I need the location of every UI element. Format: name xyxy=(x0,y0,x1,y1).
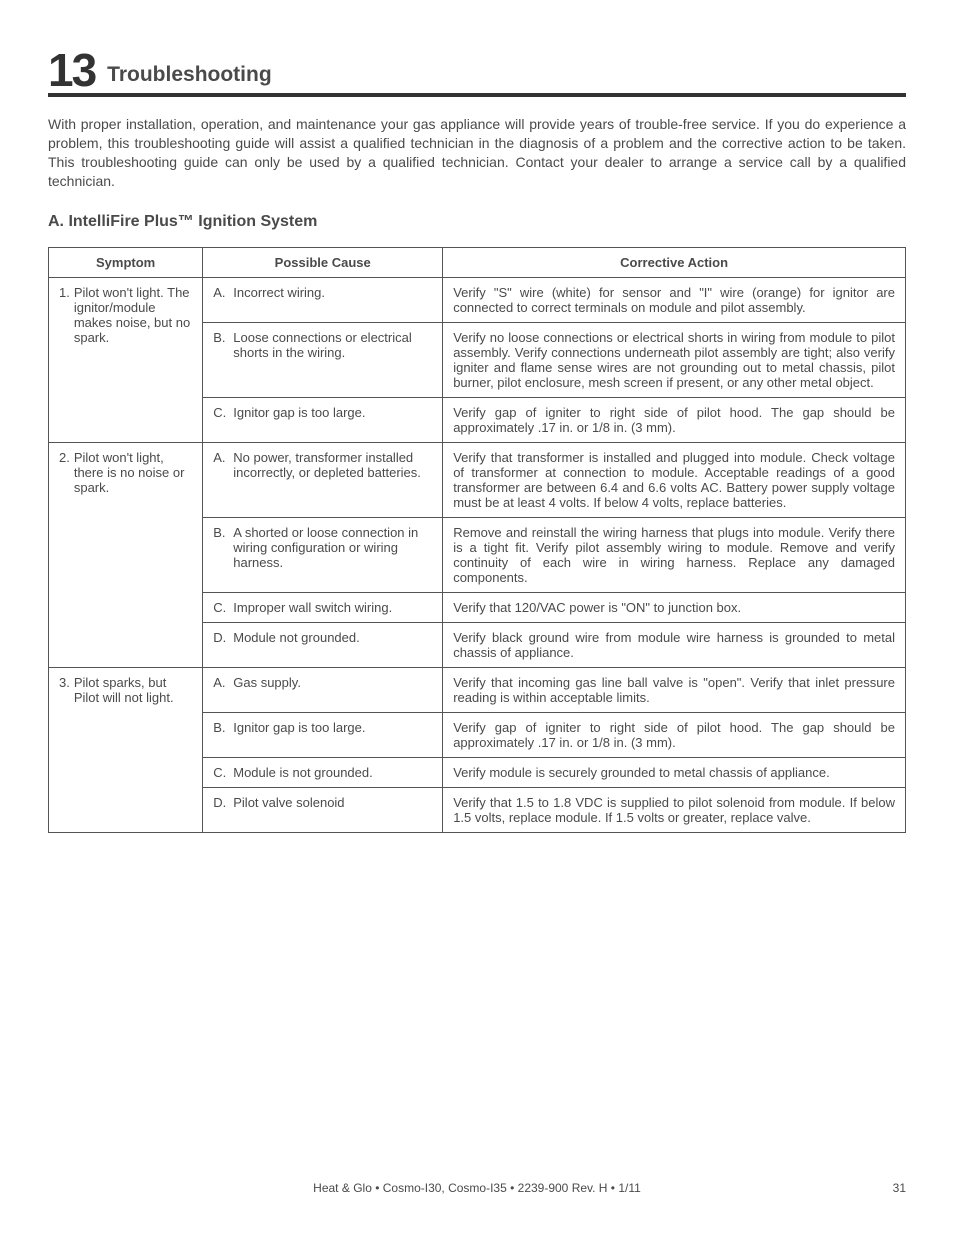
footer-page-number: 31 xyxy=(893,1181,906,1195)
cause-cell: C.Ignitor gap is too large. xyxy=(203,397,443,442)
action-cell: Verify that transformer is installed and… xyxy=(443,442,906,517)
intro-paragraph: With proper installation, operation, and… xyxy=(48,115,906,191)
header-cause: Possible Cause xyxy=(203,247,443,277)
symptom-number: 3. xyxy=(59,675,70,705)
cause-letter: C. xyxy=(213,600,233,615)
cause-text: Module is not grounded. xyxy=(233,765,432,780)
cause-text: Ignitor gap is too large. xyxy=(233,405,432,420)
cause-letter: D. xyxy=(213,795,233,810)
cause-text: Gas supply. xyxy=(233,675,432,690)
section-title: Troubleshooting xyxy=(107,63,271,91)
cause-cell: C.Improper wall switch wiring. xyxy=(203,592,443,622)
cause-cell: D.Module not grounded. xyxy=(203,622,443,667)
cause-letter: D. xyxy=(213,630,233,645)
cause-text: Loose connections or electrical shorts i… xyxy=(233,330,432,360)
cause-text: Pilot valve solenoid xyxy=(233,795,432,810)
cause-cell: C.Module is not grounded. xyxy=(203,757,443,787)
symptom-text: Pilot sparks, but Pilot will not light. xyxy=(74,675,192,705)
action-cell: Verify gap of igniter to right side of p… xyxy=(443,712,906,757)
cause-letter: A. xyxy=(213,450,233,480)
action-cell: Remove and reinstall the wiring harness … xyxy=(443,517,906,592)
cause-text: Ignitor gap is too large. xyxy=(233,720,432,735)
table-row: 1.Pilot won't light. The ignitor/module … xyxy=(49,277,906,322)
cause-letter: A. xyxy=(213,675,233,690)
symptom-number: 1. xyxy=(59,285,70,345)
action-cell: Verify no loose connections or electrica… xyxy=(443,322,906,397)
cause-text: Improper wall switch wiring. xyxy=(233,600,432,615)
action-cell: Verify that incoming gas line ball valve… xyxy=(443,667,906,712)
troubleshooting-table: Symptom Possible Cause Corrective Action… xyxy=(48,247,906,833)
action-cell: Verify that 120/VAC power is "ON" to jun… xyxy=(443,592,906,622)
cause-text: A shorted or loose connection in wiring … xyxy=(233,525,432,570)
cause-cell: D.Pilot valve solenoid xyxy=(203,787,443,832)
action-cell: Verify gap of igniter to right side of p… xyxy=(443,397,906,442)
symptom-text: Pilot won't light, there is no noise or … xyxy=(74,450,192,495)
header-symptom: Symptom xyxy=(49,247,203,277)
cause-cell: A.Gas supply. xyxy=(203,667,443,712)
table-row: 2.Pilot won't light, there is no noise o… xyxy=(49,442,906,517)
page-footer: Heat & Glo • Cosmo-I30, Cosmo-I35 • 2239… xyxy=(48,1181,906,1195)
cause-cell: B.Loose connections or electrical shorts… xyxy=(203,322,443,397)
symptom-text: Pilot won't light. The ignitor/module ma… xyxy=(74,285,192,345)
cause-letter: A. xyxy=(213,285,233,300)
footer-center: Heat & Glo • Cosmo-I30, Cosmo-I35 • 2239… xyxy=(48,1181,906,1195)
action-cell: Verify module is securely grounded to me… xyxy=(443,757,906,787)
cause-letter: C. xyxy=(213,405,233,420)
subsection-title: A. IntelliFire Plus™ Ignition System xyxy=(48,213,906,231)
symptom-cell: 2.Pilot won't light, there is no noise o… xyxy=(49,442,203,667)
action-cell: Verify that 1.5 to 1.8 VDC is supplied t… xyxy=(443,787,906,832)
cause-text: No power, transformer installed incorrec… xyxy=(233,450,432,480)
table-row: 3.Pilot sparks, but Pilot will not light… xyxy=(49,667,906,712)
action-cell: Verify "S" wire (white) for sensor and "… xyxy=(443,277,906,322)
symptom-cell: 1.Pilot won't light. The ignitor/module … xyxy=(49,277,203,442)
cause-cell: A.No power, transformer installed incorr… xyxy=(203,442,443,517)
section-number: 13 xyxy=(48,50,95,91)
cause-text: Incorrect wiring. xyxy=(233,285,432,300)
section-heading: 13 Troubleshooting xyxy=(48,50,906,97)
symptom-number: 2. xyxy=(59,450,70,495)
cause-cell: B.A shorted or loose connection in wirin… xyxy=(203,517,443,592)
action-cell: Verify black ground wire from module wir… xyxy=(443,622,906,667)
cause-letter: B. xyxy=(213,330,233,360)
cause-text: Module not grounded. xyxy=(233,630,432,645)
cause-letter: B. xyxy=(213,720,233,735)
cause-letter: B. xyxy=(213,525,233,570)
symptom-cell: 3.Pilot sparks, but Pilot will not light… xyxy=(49,667,203,832)
cause-cell: B.Ignitor gap is too large. xyxy=(203,712,443,757)
table-header-row: Symptom Possible Cause Corrective Action xyxy=(49,247,906,277)
header-action: Corrective Action xyxy=(443,247,906,277)
cause-cell: A.Incorrect wiring. xyxy=(203,277,443,322)
cause-letter: C. xyxy=(213,765,233,780)
